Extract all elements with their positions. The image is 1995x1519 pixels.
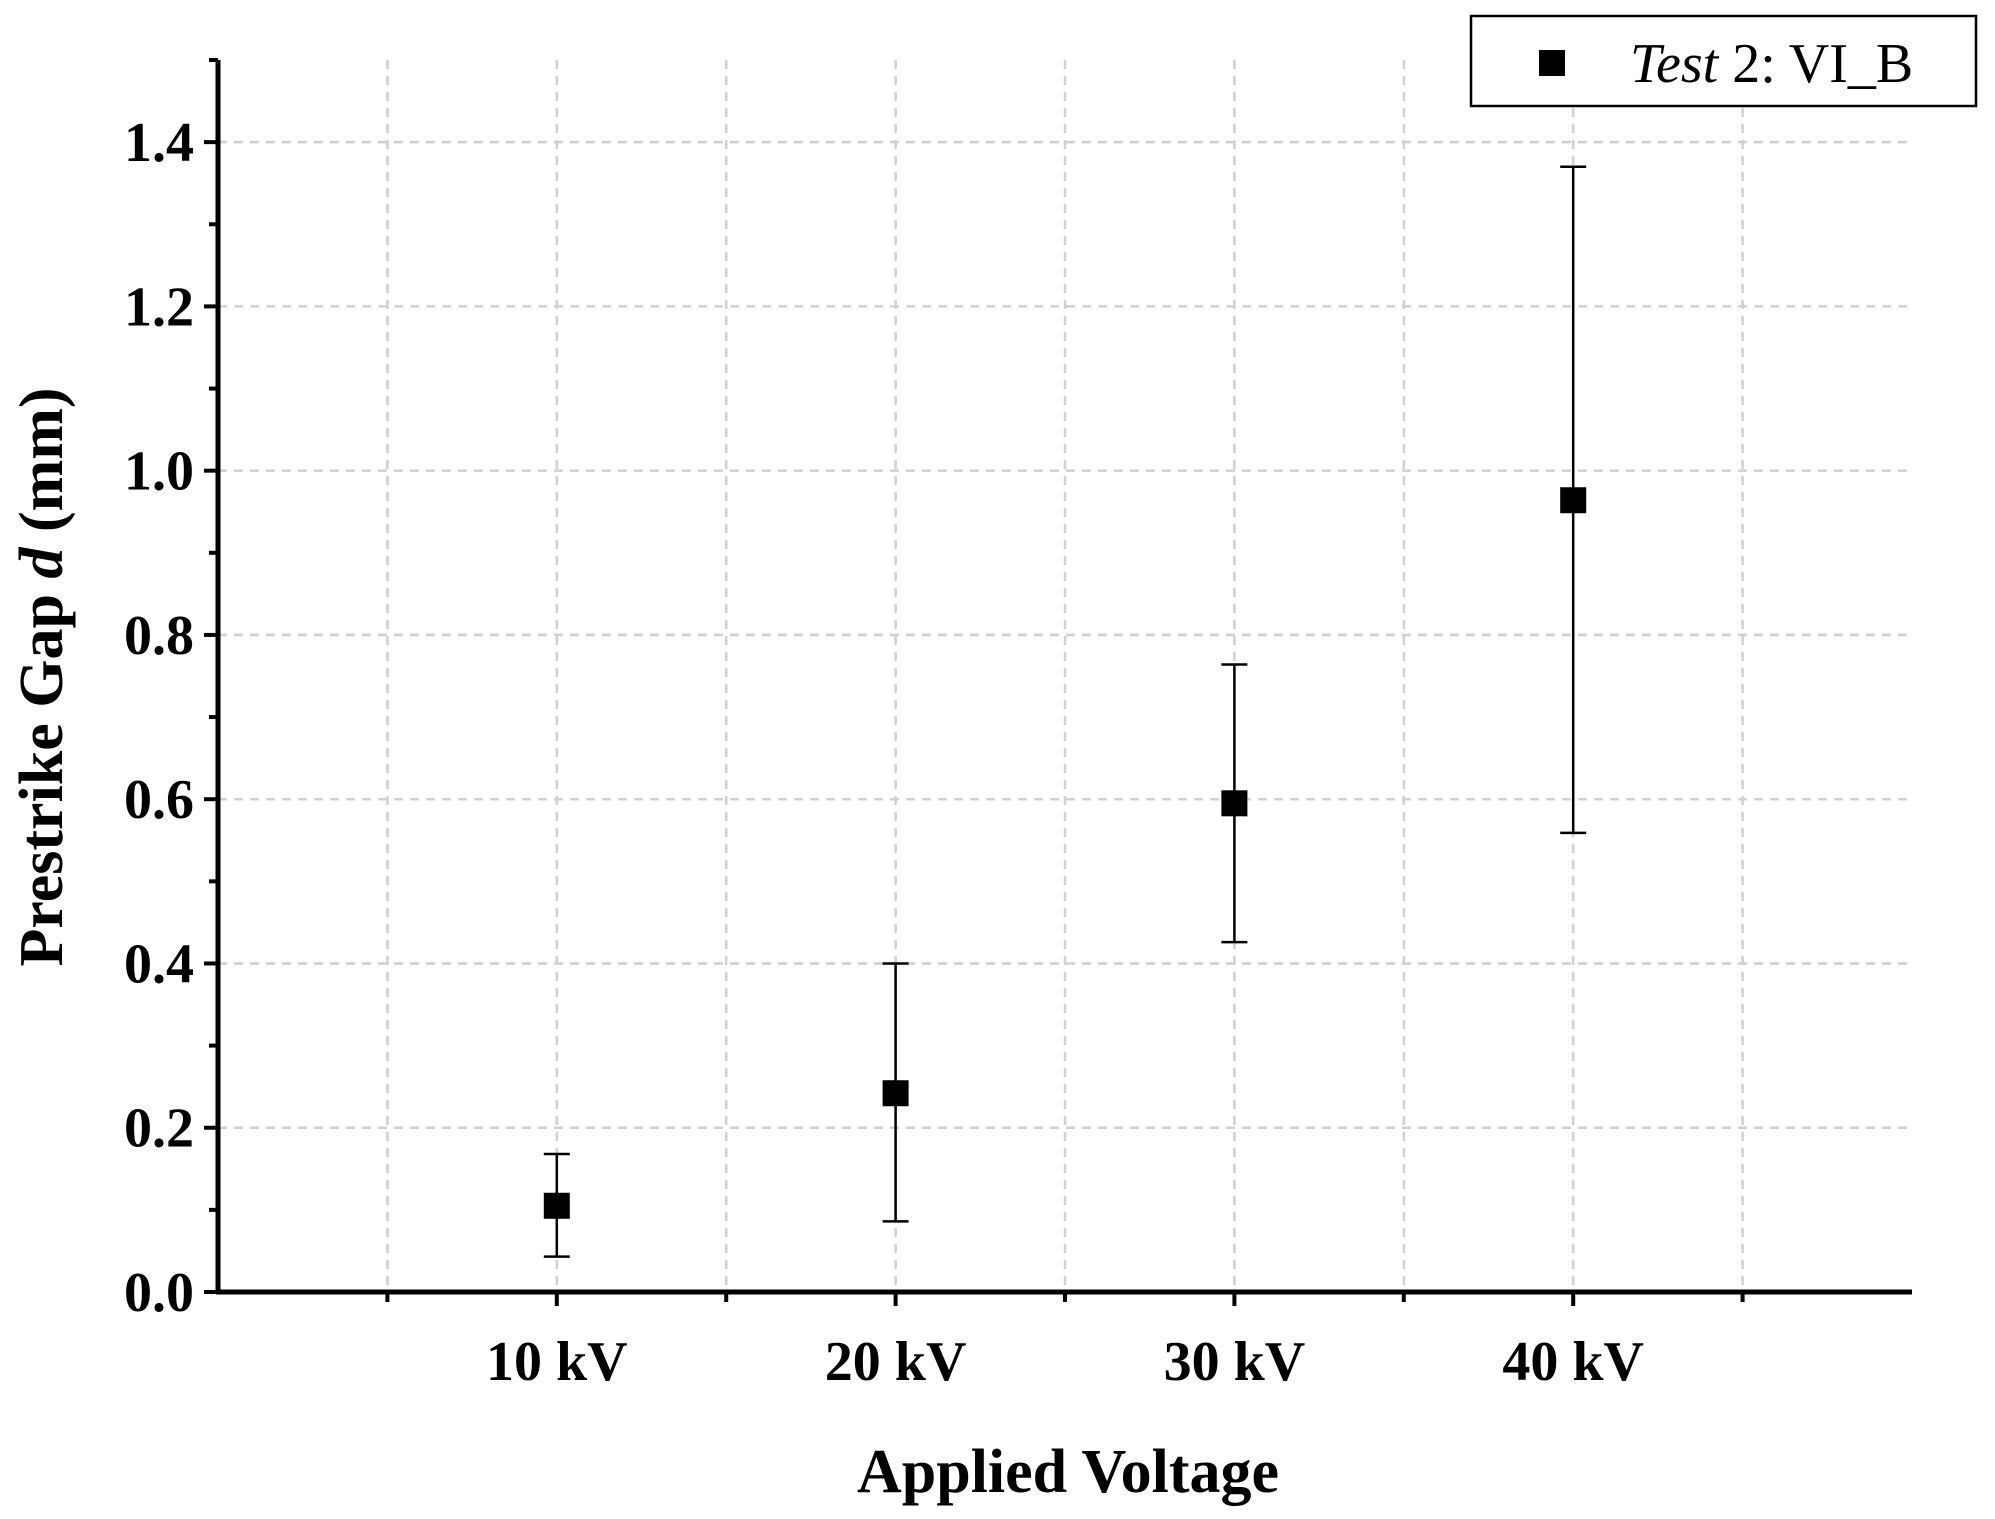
y-axis-ticks: 0.0 0.2 0.4 0.6 0.8 1.0 1.2 1.4 — [124, 58, 218, 1324]
legend: Test 2: VI_B — [1469, 14, 1978, 108]
x-axis-ticks: 10 kV 20 kV 30 kV 40 kV — [385, 1292, 1745, 1393]
legend-marker-square — [1539, 50, 1565, 76]
y-axis-title: Prestrike Gap d (mm) — [8, 387, 76, 966]
y-tick-label: 0.4 — [124, 933, 194, 995]
x-tick-label: 20 kV — [825, 1331, 967, 1393]
y-tick-label: 0.2 — [124, 1098, 194, 1160]
y-axis-title-prefix: Prestrike Gap — [8, 579, 76, 967]
legend-label-italic: Test — [1630, 33, 1720, 95]
y-axis-title-suffix: (mm) — [8, 387, 76, 547]
legend-label: Test 2: VI_B — [1630, 33, 1913, 95]
data-point-square — [882, 1080, 909, 1107]
data-point-square — [1560, 487, 1587, 514]
y-axis-title-variable: d — [8, 547, 76, 579]
data-points — [543, 487, 1587, 1219]
x-tick-label: 10 kV — [486, 1331, 628, 1393]
y-tick-label: 0.6 — [124, 769, 194, 831]
x-tick-label: 40 kV — [1502, 1331, 1644, 1393]
x-axis-title: Applied Voltage — [857, 1438, 1279, 1506]
x-tick-label: 30 kV — [1164, 1331, 1306, 1393]
y-tick-label: 0.8 — [124, 605, 194, 667]
legend-label-rest: 2: VI_B — [1718, 33, 1913, 95]
y-tick-label: 1.4 — [124, 112, 194, 174]
grid-lines — [218, 60, 1912, 1292]
y-tick-label: 1.2 — [124, 276, 194, 338]
error-bars — [543, 165, 1587, 1258]
data-point-square — [543, 1192, 570, 1219]
y-tick-label: 1.0 — [124, 441, 194, 503]
data-point-square — [1221, 790, 1248, 817]
y-tick-label: 0.0 — [124, 1262, 194, 1324]
